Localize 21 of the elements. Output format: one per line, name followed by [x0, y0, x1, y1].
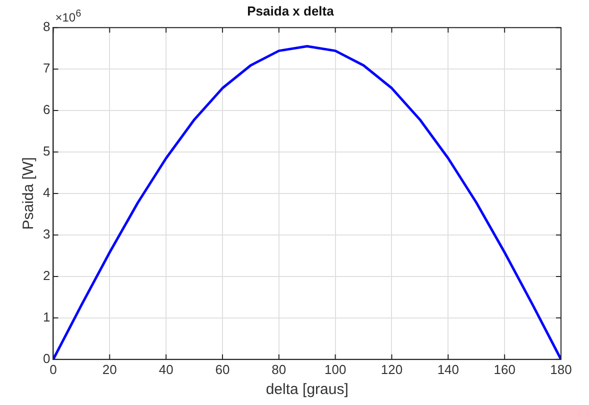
x-tick-label: 20	[102, 362, 117, 377]
x-tick-label: 60	[215, 362, 230, 377]
y-tick-label: 1	[42, 310, 50, 325]
x-tick-label: 80	[272, 362, 286, 377]
x-tick-label: 100	[324, 362, 346, 377]
x-tick-label: 140	[437, 362, 460, 377]
y-axis-title: Psaida [W]	[20, 157, 38, 230]
y-tick-label: 7	[42, 60, 50, 76]
y-tick-label: 3	[42, 226, 50, 242]
x-tick-label: 40	[158, 362, 174, 377]
x-tick-label: 180	[550, 362, 572, 377]
y-tick-label: 8	[42, 19, 50, 34]
y-tick-label: 4	[42, 185, 50, 200]
x-axis-title: delta [graus]	[266, 381, 348, 398]
x-tick-label: 160	[494, 362, 516, 377]
y-tick-label: 0	[42, 350, 50, 366]
y-tick-label: 5	[42, 144, 50, 159]
y-tick-label: 2	[42, 268, 50, 284]
y-tick-label: 6	[42, 102, 50, 118]
x-tick-label: 120	[380, 362, 403, 377]
chart-title: Psaida x delta	[247, 3, 335, 18]
